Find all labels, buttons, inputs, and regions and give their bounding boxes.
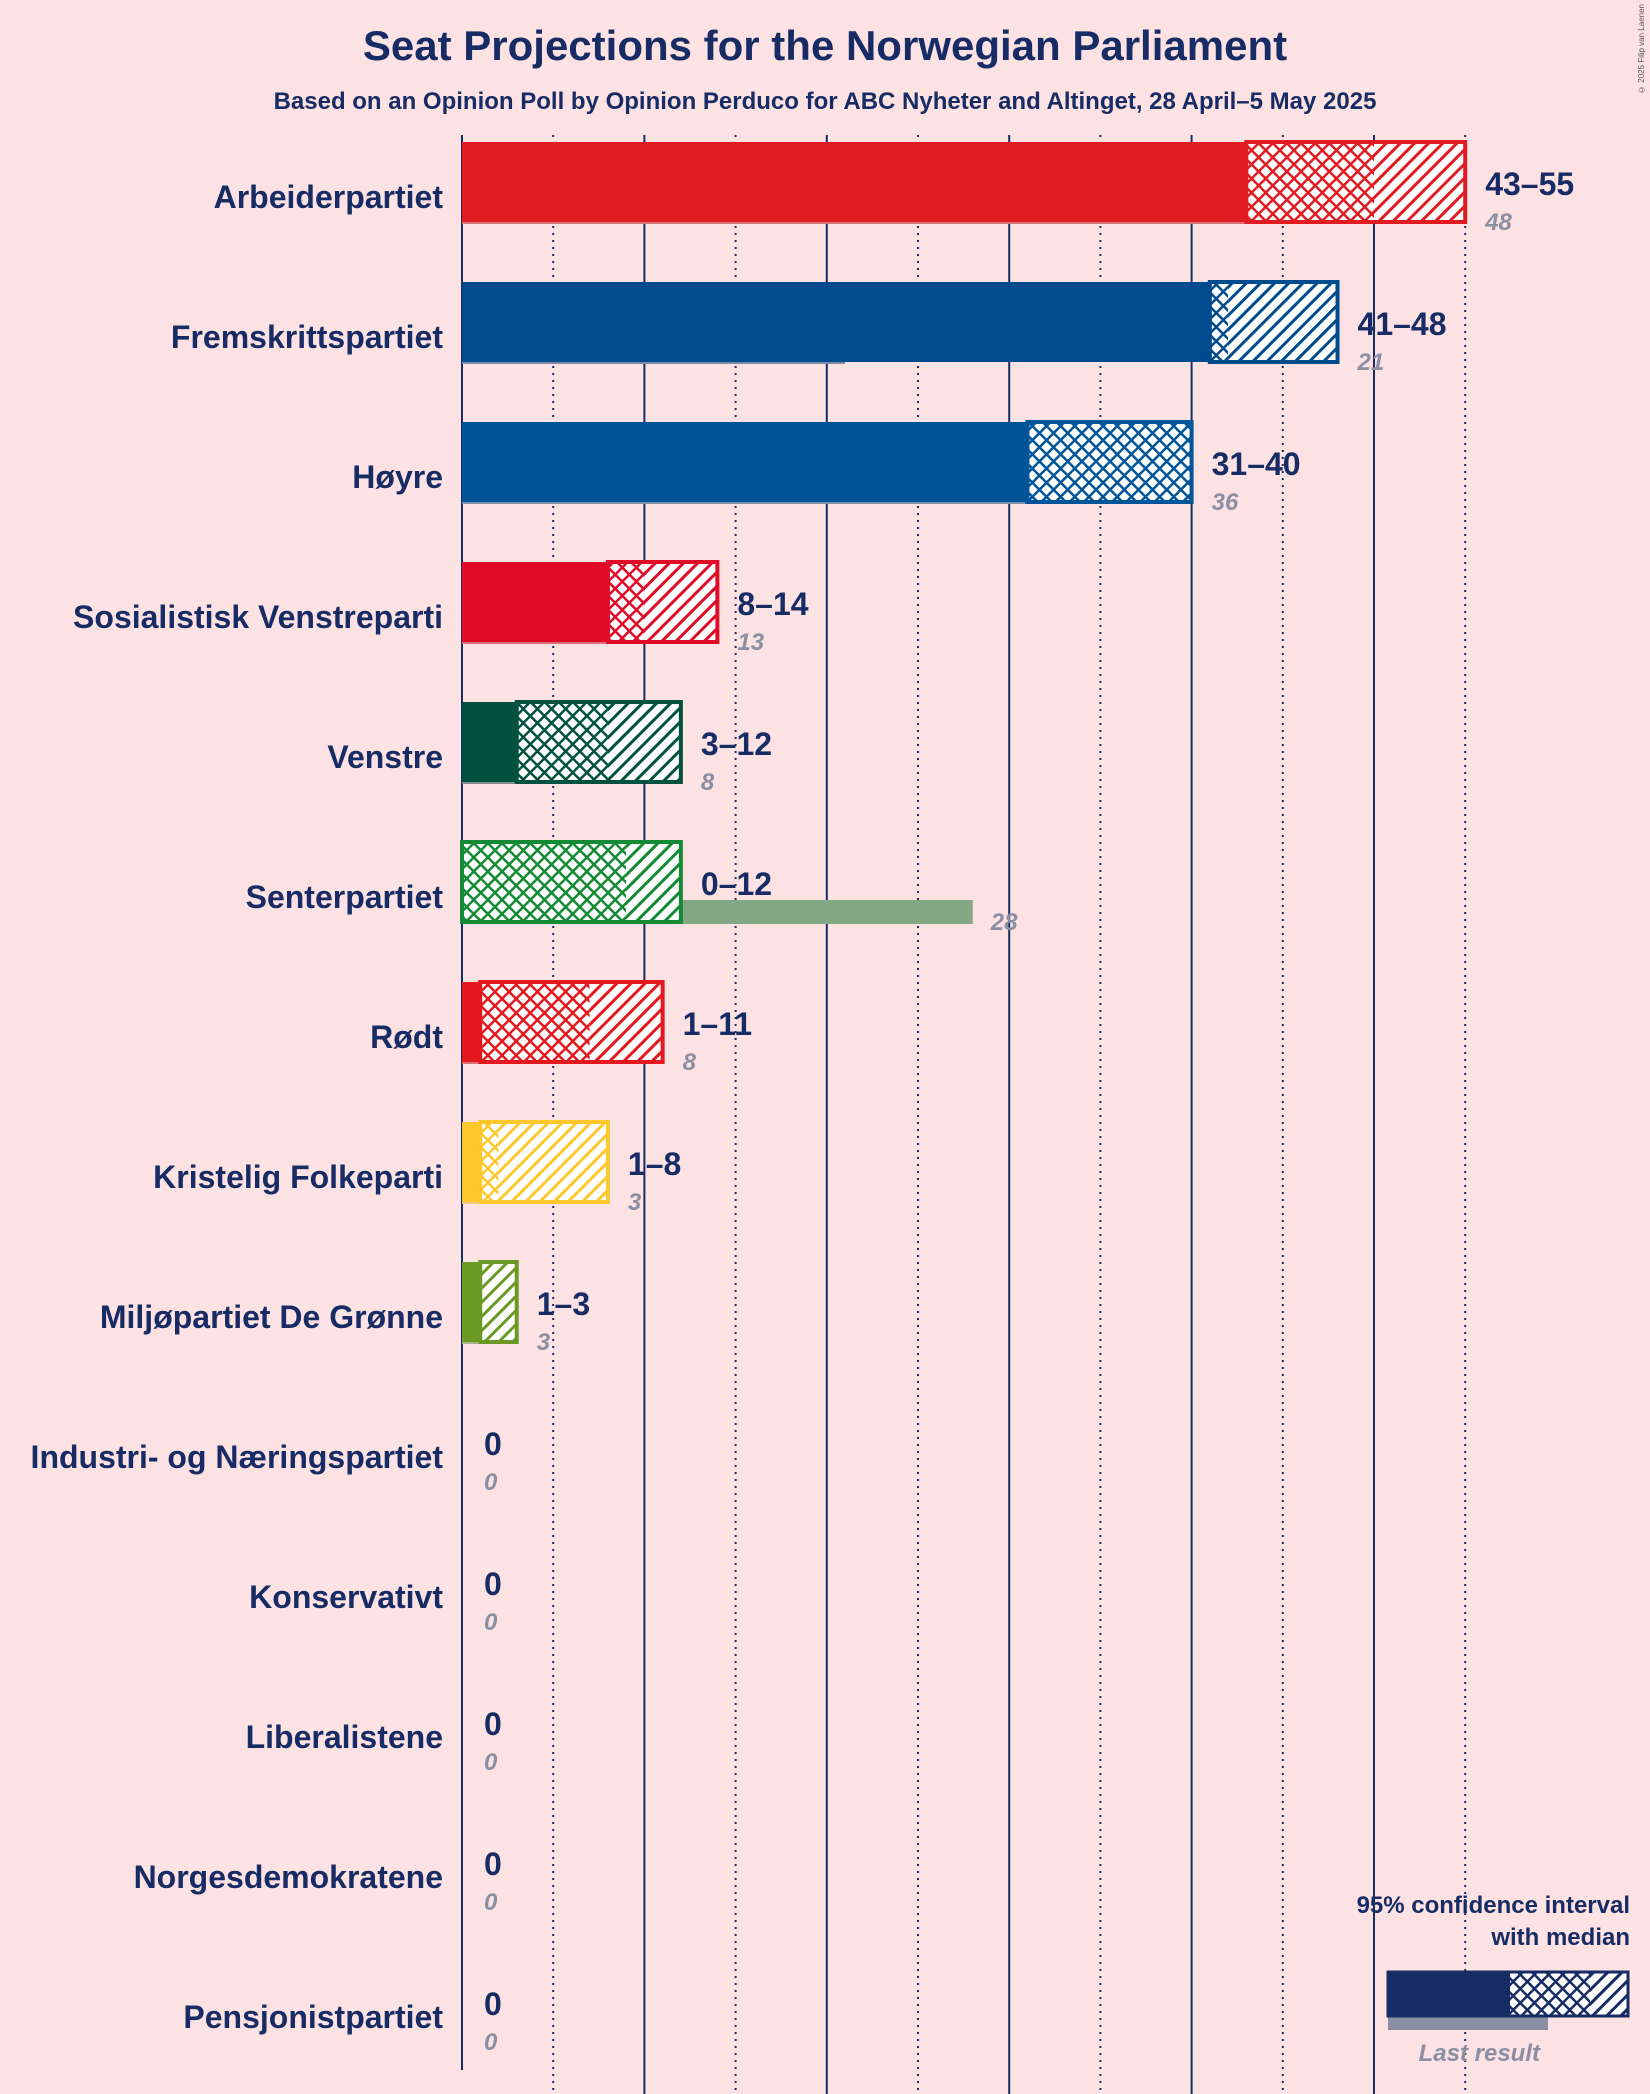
ci-median-bar (1209, 282, 1229, 362)
chart-subtitle: Based on an Opinion Poll by Opinion Perd… (273, 88, 1377, 115)
last-result-label: 0 (484, 1609, 498, 1636)
ci-solid-bar-top (462, 282, 1210, 362)
range-label: 1–3 (537, 1286, 590, 1322)
ci-solid-bar-top (462, 982, 481, 1062)
last-result-label: 48 (1484, 209, 1512, 236)
range-label: 8–14 (737, 586, 808, 622)
party-label: Senterpartiet (246, 879, 444, 915)
last-result-label: 13 (737, 629, 764, 656)
ci-solid-bar-top (462, 1122, 481, 1202)
party-row: Rødt 1–11 8 (370, 980, 752, 1076)
party-label: Kristelig Folkeparti (153, 1159, 443, 1195)
ci-median-bar (607, 562, 645, 642)
party-row: Senterpartiet 0–12 28 (246, 840, 1018, 936)
ci-median-bar (480, 982, 590, 1062)
ci-upper-bar (607, 702, 681, 782)
last-result-label: 28 (990, 909, 1018, 936)
party-row: Liberalistene 0 0 (246, 1706, 502, 1776)
party-row: Arbeiderpartiet 43–55 48 (214, 140, 1574, 236)
ci-upper-bar (1374, 142, 1466, 222)
legend-crosshatch (1510, 1972, 1590, 2016)
party-label: Venstre (327, 739, 443, 775)
party-row: Fremskrittspartiet 41–48 21 (171, 280, 1447, 376)
last-result-label: 0 (484, 2029, 498, 2056)
range-label: 0–12 (701, 866, 772, 902)
party-row: Venstre 3–12 8 (327, 700, 772, 796)
legend-solid (1388, 1972, 1510, 2016)
range-label: 1–11 (683, 1006, 752, 1042)
party-row: Miljøpartiet De Grønne 1–3 3 (100, 1260, 590, 1356)
party-label: Liberalistene (246, 1719, 443, 1755)
ci-upper-bar (1228, 282, 1338, 362)
party-row: Konservativt 0 0 (249, 1566, 502, 1636)
legend-title-line2: with median (1491, 1924, 1630, 1951)
party-row: Sosialistisk Venstreparti 8–14 13 (73, 560, 809, 656)
legend-outline (1386, 1970, 1630, 2018)
range-label: 0 (484, 1706, 502, 1742)
party-label: Norgesdemokratene (134, 1859, 443, 1895)
last-result-label: 21 (1357, 349, 1385, 376)
chart-title: Seat Projections for the Norwegian Parli… (362, 22, 1288, 69)
party-row: Norgesdemokratene 0 0 (134, 1846, 502, 1916)
party-label: Industri- og Næringspartiet (31, 1439, 444, 1475)
last-result-label: 0 (484, 1749, 498, 1776)
ci-upper-bar (498, 1122, 608, 1202)
last-result-label: 0 (484, 1889, 498, 1916)
last-result-label: 8 (683, 1049, 697, 1076)
bars: Arbeiderpartiet 43–55 48 Fremskrittspartiet… (31, 140, 1574, 2056)
ci-median-bar (516, 702, 608, 782)
ci-outline (460, 840, 683, 924)
party-label: Høyre (352, 459, 443, 495)
party-label: Fremskrittspartiet (171, 319, 443, 355)
party-label: Konservativt (249, 1579, 443, 1615)
ci-upper-bar (626, 842, 681, 922)
last-result-label: 3 (537, 1329, 551, 1356)
party-row: Pensjonistpartiet 0 0 (183, 1986, 501, 2056)
legend-title-line1: 95% confidence interval (1356, 1892, 1630, 1919)
party-row: Industri- og Næringspartiet 0 0 (31, 1426, 502, 1496)
last-result-label: 0 (484, 1469, 498, 1496)
range-label: 1–8 (628, 1146, 681, 1182)
ci-solid-bar-top (462, 562, 608, 642)
ci-upper-bar (589, 982, 663, 1062)
ci-solid-bar-top (462, 422, 1028, 502)
ci-solid-bar-top (462, 702, 517, 782)
party-label: Arbeiderpartiet (214, 179, 444, 215)
last-result-label: 3 (628, 1189, 642, 1216)
range-label: 43–55 (1485, 166, 1574, 202)
legend-hatch (1590, 1972, 1628, 2016)
last-result-label: 36 (1212, 489, 1239, 516)
range-label: 0 (484, 1846, 502, 1882)
ci-solid-bar-top (462, 142, 1247, 222)
ci-median-bar (1027, 422, 1192, 502)
party-label: Pensjonistpartiet (183, 1999, 443, 2035)
party-row: Kristelig Folkeparti 1–8 3 (153, 1120, 681, 1216)
range-label: 0 (484, 1566, 502, 1602)
legend-last-result: Last result (1418, 2040, 1540, 2067)
party-row: Høyre 31–40 36 (352, 420, 1301, 516)
party-label: Rødt (370, 1019, 443, 1055)
party-label: Sosialistisk Venstreparti (73, 599, 443, 635)
ci-upper-bar (480, 1262, 517, 1342)
party-label: Miljøpartiet De Grønne (100, 1299, 443, 1335)
ci-solid-bar-top (462, 1262, 481, 1342)
legend-title: 95% confidence interval with median (1357, 1890, 1630, 1954)
last-result-label: 8 (701, 769, 715, 796)
ci-median-bar (480, 1122, 499, 1202)
range-label: 41–48 (1358, 306, 1447, 342)
ci-upper-bar (644, 562, 718, 642)
range-label: 31–40 (1212, 446, 1301, 482)
range-label: 0 (484, 1426, 502, 1462)
range-label: 3–12 (701, 726, 772, 762)
ci-median-bar (1246, 142, 1374, 222)
ci-median-bar (462, 842, 627, 922)
range-label: 0 (484, 1986, 502, 2022)
legend-graphic (1386, 1970, 1630, 2030)
